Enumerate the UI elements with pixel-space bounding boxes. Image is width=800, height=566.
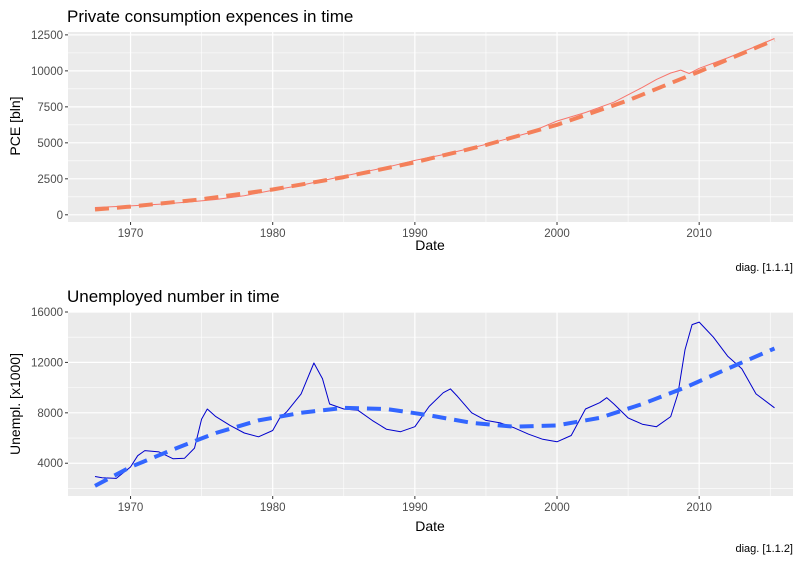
pce-y-ticks: 0 2500 5000 7500 10000 12500: [31, 30, 68, 222]
pce-grid: [59, 32, 793, 222]
unemployment-y-tick-label: 4000: [37, 458, 63, 470]
unemployment-plot-background: [68, 312, 793, 496]
unemployment-chart-title: Unemployed number in time: [67, 287, 280, 306]
pce-x-axis-title: Date: [415, 237, 445, 253]
unemployment-y-axis-title: Unempl. [x1000]: [7, 353, 23, 455]
pce-y-axis-title: PCE [bln]: [7, 96, 23, 155]
unemployment-trend-line: [94, 346, 776, 488]
unemployment-y-tick-label: 12000: [31, 357, 63, 369]
unemployment-observed-line: [94, 321, 775, 479]
pce-y-tick-label: 0: [57, 210, 63, 222]
pce-x-tick-label: 1970: [118, 228, 144, 240]
unemployment-y-tick-label: 16000: [31, 307, 63, 319]
unemployment-x-tick-label: 1980: [260, 502, 286, 514]
pce-x-tick-label: 1990: [402, 228, 428, 240]
unemployment-x-tick-label: 2010: [686, 502, 712, 514]
pce-chart-title: Private consumption expences in time: [67, 7, 353, 26]
pce-panel: Private consumption expences in time 197…: [7, 7, 793, 274]
pce-series: [94, 38, 776, 212]
unemployment-y-tick-label: 8000: [37, 408, 63, 420]
pce-y-tick-label: 5000: [37, 138, 63, 150]
unemployment-panel: Unemployed number in time 1970 1980 1990 20…: [7, 287, 793, 555]
unemployment-grid: [59, 311, 793, 496]
pce-caption: diag. [1.1.1]: [736, 262, 794, 274]
unemployment-y-ticks: 4000 8000 12000 16000: [31, 307, 68, 470]
pce-y-tick-label: 12500: [31, 30, 63, 42]
pce-plot-background: [68, 32, 793, 222]
unemployment-x-tick-label: 2000: [544, 502, 570, 514]
unemployment-caption: diag. [1.1.2]: [736, 543, 794, 555]
unemployment-x-tick-label: 1990: [402, 502, 428, 514]
pce-y-tick-label: 2500: [37, 174, 63, 186]
pce-x-tick-label: 2010: [686, 228, 712, 240]
pce-y-tick-label: 10000: [31, 66, 63, 78]
pce-x-ticks: 1970 1980 1990 2000 2010: [118, 222, 712, 240]
pce-x-tick-label: 1980: [260, 228, 286, 240]
pce-x-tick-label: 2000: [544, 228, 570, 240]
unemployment-x-axis-title: Date: [415, 518, 445, 534]
unemployment-x-tick-label: 1970: [118, 502, 144, 514]
unemployment-x-ticks: 1970 1980 1990 2000 2010: [118, 496, 712, 514]
pce-y-tick-label: 7500: [37, 102, 63, 114]
unemployment-series: [94, 321, 776, 488]
